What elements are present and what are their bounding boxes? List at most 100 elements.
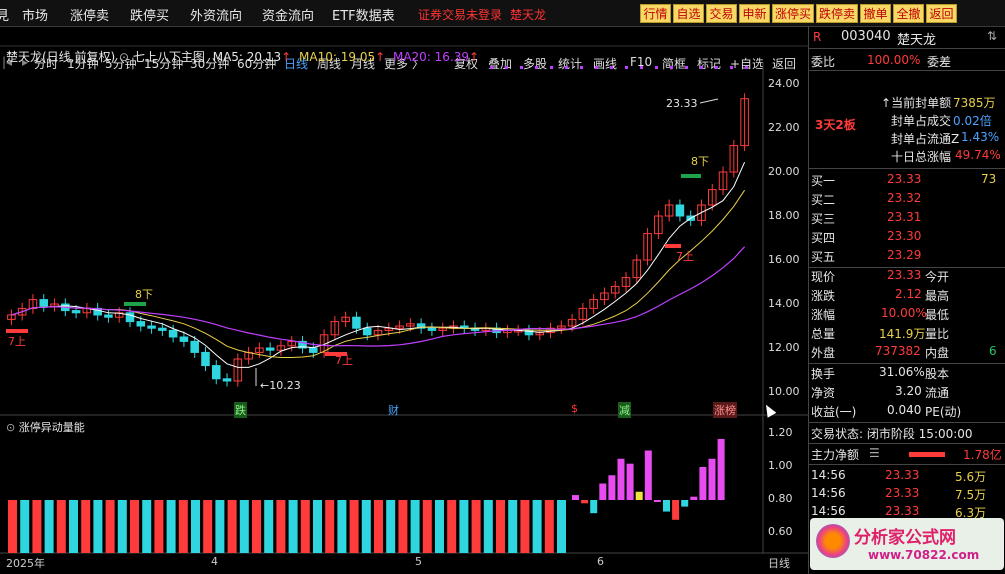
candle-body — [201, 351, 210, 367]
signal-dot — [580, 66, 583, 69]
fund-label: PE(动) — [925, 405, 962, 419]
date-tick-may: 5 — [415, 555, 422, 568]
tab-intraday[interactable]: 分时 — [34, 57, 59, 71]
quick-button-trade[interactable]: 交易 — [706, 4, 737, 23]
menu-item-limit-up-sell[interactable]: 涨停卖 — [70, 9, 110, 24]
tab-15min[interactable]: 15分钟 — [144, 57, 184, 71]
signal-dot — [655, 66, 658, 69]
price-tick: 24.00 — [768, 77, 800, 90]
price-tick: 14.00 — [768, 297, 800, 310]
bid-price[interactable]: 23.33 — [887, 172, 922, 186]
candle-body — [406, 323, 415, 327]
sub-base-bar — [459, 500, 469, 553]
tab-30min[interactable]: 30分钟 — [190, 57, 230, 71]
bid-label: 买一 — [811, 174, 836, 188]
quick-button-watchlist[interactable]: 自选 — [673, 4, 704, 23]
sub-base-bar — [532, 500, 542, 553]
sub-base-bar — [117, 500, 127, 553]
more-chevron-icon[interactable]: 〉 — [412, 57, 425, 71]
quick-button-ipo[interactable]: 申新 — [739, 4, 770, 23]
candle-body — [675, 204, 685, 217]
indicator-name[interactable]: 七上八下主图 — [132, 50, 205, 64]
stock-switch-icon[interactable]: ⇅ — [987, 29, 998, 43]
event-tag-finance[interactable]: 财 — [388, 404, 399, 417]
quick-button-quote[interactable]: 行情 — [640, 4, 671, 23]
candle-body — [190, 340, 199, 353]
candle-body — [740, 98, 749, 147]
candle-body — [654, 215, 663, 235]
tab-more[interactable]: 更多 — [384, 57, 409, 71]
tool-stats[interactable]: 统计 — [558, 57, 583, 71]
menu-item-capital-flow[interactable]: 资金流向 — [262, 9, 315, 24]
signal-dot — [730, 66, 733, 69]
menu-item-partial[interactable]: 見 — [0, 9, 10, 24]
quote-label: 外盘 — [811, 346, 836, 360]
quick-button-limit-up-buy[interactable]: 涨停买 — [772, 4, 814, 23]
candle-body — [362, 327, 372, 336]
expand-icon[interactable]: ▸ — [22, 55, 29, 69]
tab-5min[interactable]: 5分钟 — [105, 57, 137, 71]
menu-item-foreign-flow[interactable]: 外资流向 — [190, 9, 243, 24]
sub-base-bar — [557, 500, 566, 553]
tool-add-watchlist[interactable]: +自选 — [730, 57, 765, 71]
info-value: 49.74% — [955, 148, 1001, 162]
indicator-dropdown-icon[interactable]: ⊙ — [119, 50, 133, 64]
quick-button-back[interactable]: 返回 — [926, 4, 957, 23]
candlestick-chart[interactable] — [0, 0, 808, 574]
sub-base-bar — [32, 500, 42, 553]
event-tag-top-list[interactable]: 涨榜 — [713, 402, 737, 418]
tool-multi-stock[interactable]: 多股 — [523, 57, 548, 71]
candle-body — [71, 310, 81, 314]
event-tag-reduce[interactable]: 减 — [618, 402, 631, 418]
tab-weekly[interactable]: 周线 — [317, 57, 342, 71]
login-notice[interactable]: 证券交易未登录 — [418, 8, 503, 22]
weibi-label: 委比 — [811, 55, 836, 69]
prev-arrow-icon[interactable]: |◂ — [2, 55, 13, 69]
sub-base-bar — [496, 500, 505, 553]
tick-volume: 7.5万 — [955, 488, 987, 502]
sub-base-bar — [325, 500, 335, 553]
tab-monthly[interactable]: 月线 — [351, 57, 376, 71]
tool-simple-frame[interactable]: 简框 — [662, 57, 687, 71]
candle-body — [395, 325, 404, 329]
candle-body — [179, 336, 189, 342]
tool-adjust[interactable]: 复权 — [454, 57, 479, 71]
candle-body — [319, 334, 329, 353]
candle-body — [438, 327, 447, 331]
quote-label: 总量 — [811, 327, 836, 341]
sub-base-bar — [81, 500, 91, 553]
candle-body — [136, 321, 146, 327]
menu-item-limit-down-buy[interactable]: 跌停买 — [130, 9, 170, 24]
bid-price[interactable]: 23.30 — [887, 229, 922, 243]
watermark-title: 分析家公式网 — [854, 528, 956, 548]
bid-price[interactable]: 23.31 — [887, 210, 922, 224]
quick-button-cancel-order[interactable]: 撤单 — [860, 4, 891, 23]
menu-item-market[interactable]: 市场 — [22, 9, 49, 24]
sub-base-bar — [8, 500, 17, 553]
menu-item-etf-data[interactable]: ETF数据表 — [332, 9, 395, 24]
quote-label: 今开 — [925, 270, 950, 284]
tab-1min[interactable]: 1分钟 — [67, 57, 99, 71]
quote-value: 10.00% — [881, 306, 927, 320]
sub-chart-title: ⊙ 涨停异动量能 — [6, 419, 85, 435]
weibi-value: 100.00% — [867, 53, 921, 67]
sub-indicator-icon[interactable]: ⊙ — [6, 421, 19, 434]
menu-icon[interactable]: ☰ — [869, 446, 880, 460]
event-tag-fall[interactable]: 跌 — [234, 402, 247, 418]
quick-button-cancel-all[interactable]: 全撤 — [893, 4, 924, 23]
r-badge: R — [813, 30, 822, 44]
tab-daily[interactable]: 日线 — [284, 57, 309, 71]
bid-price[interactable]: 23.32 — [887, 191, 922, 205]
period-indicator[interactable]: 日线 — [768, 557, 790, 570]
sub-base-bar — [56, 500, 66, 553]
tool-f10[interactable]: F10 — [630, 55, 653, 69]
ma5-label: MA5: 20.13 — [212, 50, 282, 64]
sub-base-bar — [252, 500, 261, 553]
bid-label: 买五 — [811, 250, 836, 264]
quick-button-limit-down-sell[interactable]: 跌停卖 — [816, 4, 858, 23]
bid-price[interactable]: 23.29 — [887, 248, 922, 262]
event-tag-dollar[interactable]: $ — [571, 402, 578, 415]
tool-back[interactable]: 返回 — [772, 57, 797, 71]
tab-60min[interactable]: 60分钟 — [237, 57, 277, 71]
sub-base-bar — [203, 500, 213, 553]
